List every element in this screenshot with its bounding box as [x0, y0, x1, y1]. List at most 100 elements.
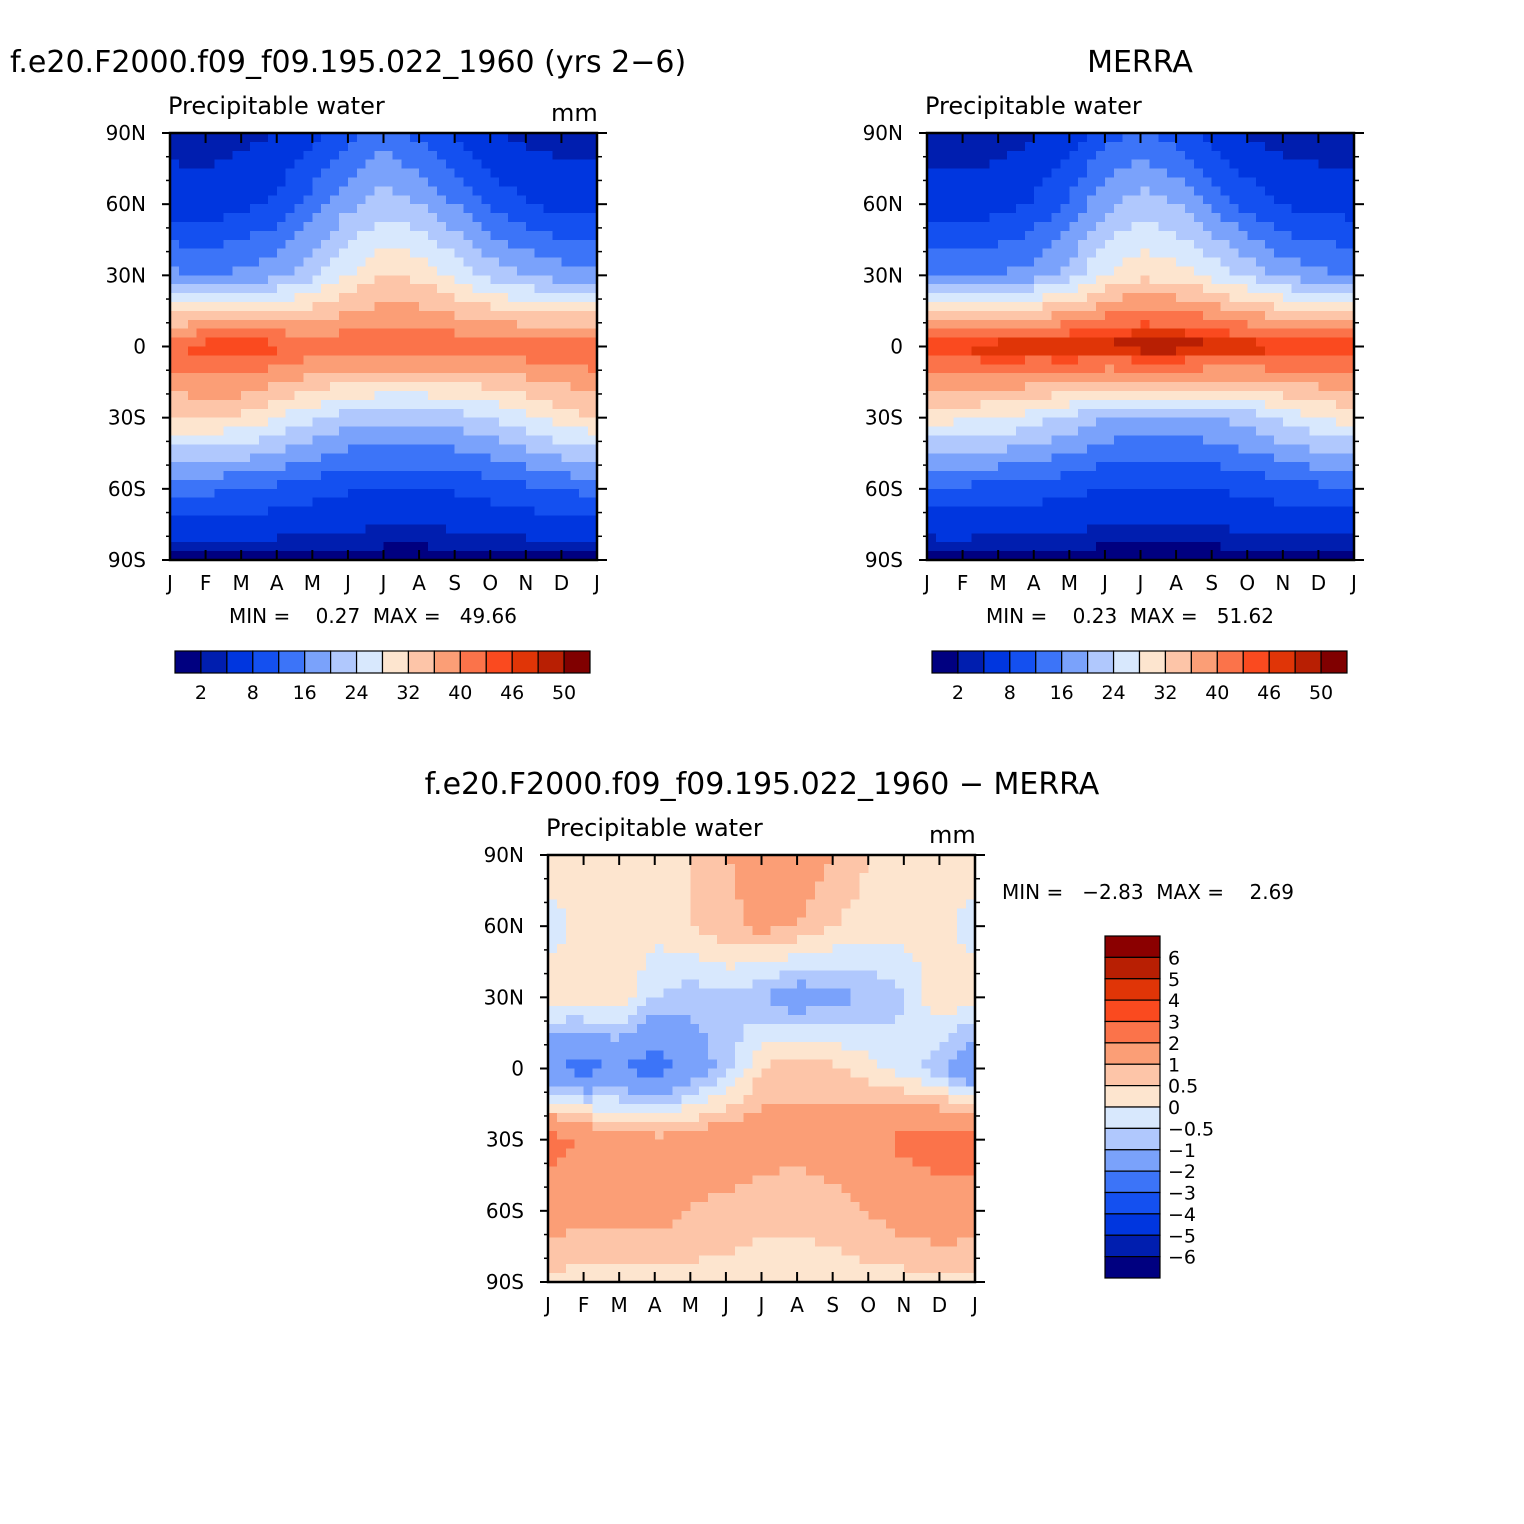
heatmap-cell — [1247, 168, 1257, 179]
heatmap-cell — [1024, 257, 1035, 268]
heatmap-cell — [339, 462, 349, 472]
heatmap-cell — [303, 177, 313, 187]
heatmap-cell — [241, 364, 251, 374]
heatmap-cell — [374, 293, 385, 303]
heatmap-cell — [1247, 506, 1257, 517]
heatmap-cell — [330, 471, 340, 481]
heatmap-cell — [1113, 408, 1124, 419]
heatmap-cell — [445, 462, 456, 472]
heatmap-cell — [1336, 453, 1346, 463]
heatmap-cell — [258, 337, 269, 348]
heatmap-cell — [1176, 524, 1186, 534]
heatmap-cell — [454, 302, 465, 312]
heatmap-cell — [823, 855, 834, 865]
heatmap-cell — [1069, 248, 1079, 259]
heatmap-cell — [570, 302, 580, 312]
heatmap-cell — [1149, 417, 1159, 428]
heatmap-cell — [1247, 221, 1257, 232]
heatmap-cell — [516, 471, 527, 481]
heatmap-cell — [1158, 462, 1168, 472]
heatmap-cell — [250, 248, 260, 259]
heatmap-cell — [579, 373, 589, 383]
heatmap-cell — [392, 524, 402, 534]
heatmap-cell — [1024, 524, 1035, 534]
heatmap-cell — [365, 462, 376, 472]
heatmap-cell — [1184, 399, 1195, 410]
heatmap-cell — [419, 435, 429, 445]
heatmap-cell — [1273, 266, 1284, 276]
heatmap-cell — [187, 542, 198, 552]
heatmap-cell — [1007, 453, 1017, 463]
heatmap-cell — [516, 204, 527, 214]
heatmap-cell — [312, 319, 322, 330]
heatmap-cell — [1024, 293, 1035, 303]
heatmap-cell — [1309, 248, 1320, 259]
heatmap-cell — [552, 444, 563, 454]
heatmap-cell — [1113, 462, 1124, 472]
heatmap-cell — [1140, 168, 1150, 179]
heatmap-cell — [196, 284, 207, 294]
heatmap-cell — [232, 310, 242, 321]
heatmap-cell — [1247, 417, 1257, 428]
heatmap-cell — [971, 408, 981, 419]
heatmap-cell — [743, 863, 754, 874]
heatmap-cell — [454, 542, 465, 552]
heatmap-cell — [1131, 515, 1142, 526]
heatmap-cell — [1042, 310, 1053, 321]
heatmap-cell — [1096, 533, 1106, 543]
heatmap-cell — [330, 213, 340, 223]
heatmap-cell — [525, 390, 536, 401]
heatmap-cell — [383, 177, 393, 187]
heatmap-cell — [1060, 488, 1070, 499]
heatmap-cell — [1202, 453, 1213, 463]
heatmap-cell — [481, 355, 491, 365]
heatmap-cell — [481, 435, 491, 445]
heatmap-cell — [339, 524, 349, 534]
heatmap-cell — [178, 328, 189, 339]
heatmap-cell — [588, 213, 598, 223]
heatmap-cell — [170, 355, 180, 365]
heatmap-cell — [1247, 150, 1257, 161]
heatmap-cell — [1256, 471, 1266, 481]
heatmap-cell — [1309, 408, 1320, 419]
heatmap-cell — [490, 337, 500, 348]
colorbar-box — [459, 650, 487, 674]
heatmap-cell — [1327, 471, 1337, 481]
heatmap-cell — [525, 186, 536, 196]
heatmap-cell — [1238, 355, 1248, 365]
heatmap-cell — [1078, 479, 1088, 490]
heatmap-cell — [303, 551, 313, 561]
heatmap-cell — [989, 551, 999, 561]
heatmap-cell — [205, 426, 216, 437]
heatmap-cell — [258, 435, 269, 445]
heatmap-cell — [312, 479, 322, 490]
heatmap-cell — [1051, 462, 1062, 472]
heatmap-cell — [1300, 515, 1311, 526]
heatmap-cell — [356, 248, 367, 259]
heatmap-cell — [1318, 293, 1328, 303]
heatmap-cell — [998, 524, 1008, 534]
heatmap-cell — [1024, 284, 1035, 294]
heatmap-cell — [1158, 319, 1168, 330]
heatmap-cell — [516, 257, 527, 268]
heatmap-cell — [998, 364, 1008, 374]
heatmap-cell — [1007, 364, 1017, 374]
heatmap-cell — [178, 319, 189, 330]
heatmap-cell — [1122, 293, 1133, 303]
heatmap-cell — [1069, 204, 1079, 214]
heatmap-cell — [1184, 408, 1195, 419]
heatmap-cell — [1042, 284, 1053, 294]
heatmap-cell — [267, 506, 278, 517]
heatmap-cell — [944, 213, 955, 223]
heatmap-cell — [1202, 266, 1213, 276]
heatmap-cell — [285, 230, 296, 241]
heatmap-cell — [516, 382, 527, 392]
heatmap-cell — [232, 382, 242, 392]
heatmap-cell — [1336, 186, 1346, 196]
heatmap-cell — [1247, 479, 1257, 490]
heatmap-cell — [436, 497, 447, 508]
heatmap-cell — [1184, 186, 1195, 196]
heatmap-cell — [1158, 506, 1168, 517]
heatmap-cell — [1256, 257, 1266, 268]
heatmap-cell — [1211, 310, 1222, 321]
